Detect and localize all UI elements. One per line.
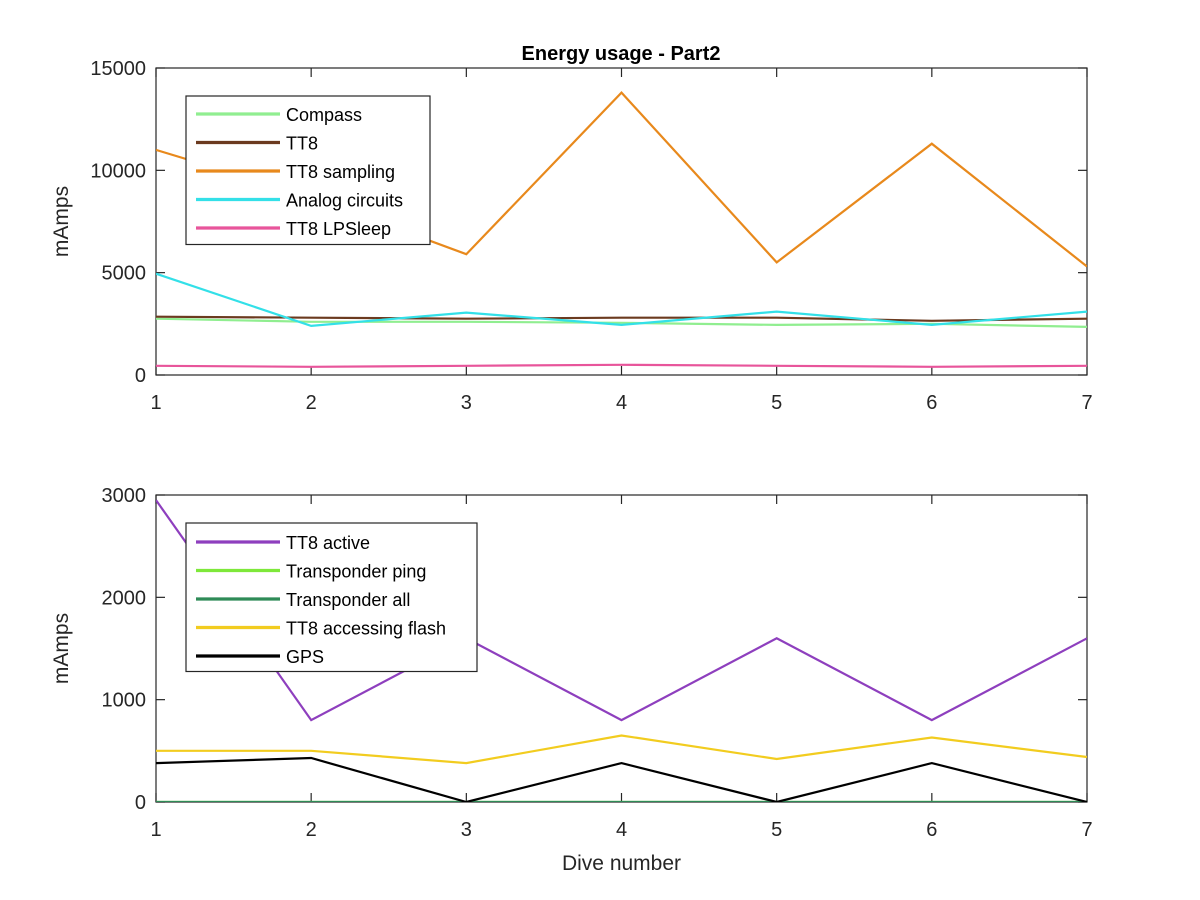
x-tick-label: 5 <box>771 392 782 414</box>
x-tick-label: 4 <box>616 392 627 414</box>
x-tick-label: 6 <box>926 392 937 414</box>
y-tick-label: 3000 <box>102 485 147 507</box>
y-tick-label: 1000 <box>102 690 147 712</box>
legend-box <box>185 522 478 673</box>
legend-entry: TT8 LPSleep <box>286 219 391 239</box>
legend-entry: TT8 sampling <box>286 162 395 182</box>
x-tick-label: 7 <box>1081 819 1092 841</box>
chart-panel-1: 1 2 3 4 5 6 7 0 5000 10000 15000 mAmps Compass TT8 TT8… <box>50 58 1093 414</box>
y-tick-label: 5000 <box>102 263 147 285</box>
series-line-gps <box>156 756 1087 802</box>
x-tick-label: 4 <box>616 819 627 841</box>
legend-entry: Transponder ping <box>286 562 426 582</box>
series-line-analog-circuits <box>156 272 1087 328</box>
x-tick-label: 2 <box>306 392 317 414</box>
legend: Compass TT8 TT8 sampling Analog circuits TT8… <box>185 95 431 246</box>
y-axis-label: mAmps <box>50 186 73 257</box>
x-tick-label: 3 <box>461 392 472 414</box>
series-line-tt8-active <box>156 499 1087 722</box>
series-line-tt8-accessing-flash <box>156 734 1087 765</box>
x-tick-label: 6 <box>926 819 937 841</box>
y-tick-label: 15000 <box>90 58 146 80</box>
y-tick-label: 2000 <box>102 587 147 609</box>
y-tick-label: 0 <box>135 792 146 814</box>
x-tick-label: 1 <box>150 392 161 414</box>
legend-entry: TT8 active <box>286 533 370 553</box>
x-tick-label: 2 <box>306 819 317 841</box>
x-tick-label: 5 <box>771 819 782 841</box>
series-line-tt8 <box>156 315 1087 322</box>
y-axis-label: mAmps <box>50 613 73 684</box>
x-tick-label: 1 <box>150 819 161 841</box>
y-tick-label: 10000 <box>90 160 146 182</box>
chart-title: Energy usage - Part2 <box>522 43 721 65</box>
series-line-tt8-lpsleep <box>156 363 1087 368</box>
legend: TT8 active Transponder ping Transponder al… <box>185 522 478 673</box>
legend-entry: TT8 accessing flash <box>286 619 446 639</box>
x-tick-label: 3 <box>461 819 472 841</box>
x-tick-label: 7 <box>1081 392 1092 414</box>
y-tick-label: 0 <box>135 365 146 387</box>
legend-entry: GPS <box>286 647 324 667</box>
legend-entry: Transponder all <box>286 590 410 610</box>
chart-panel-2: 1 2 3 4 5 6 7 0 1000 2000 3000 mAmps Dive number TT8 … <box>50 485 1093 875</box>
legend-entry: Compass <box>286 105 362 125</box>
legend-entry: TT8 <box>286 134 318 154</box>
x-axis-label: Dive number <box>562 852 681 875</box>
legend-entry: Analog circuits <box>286 191 403 211</box>
